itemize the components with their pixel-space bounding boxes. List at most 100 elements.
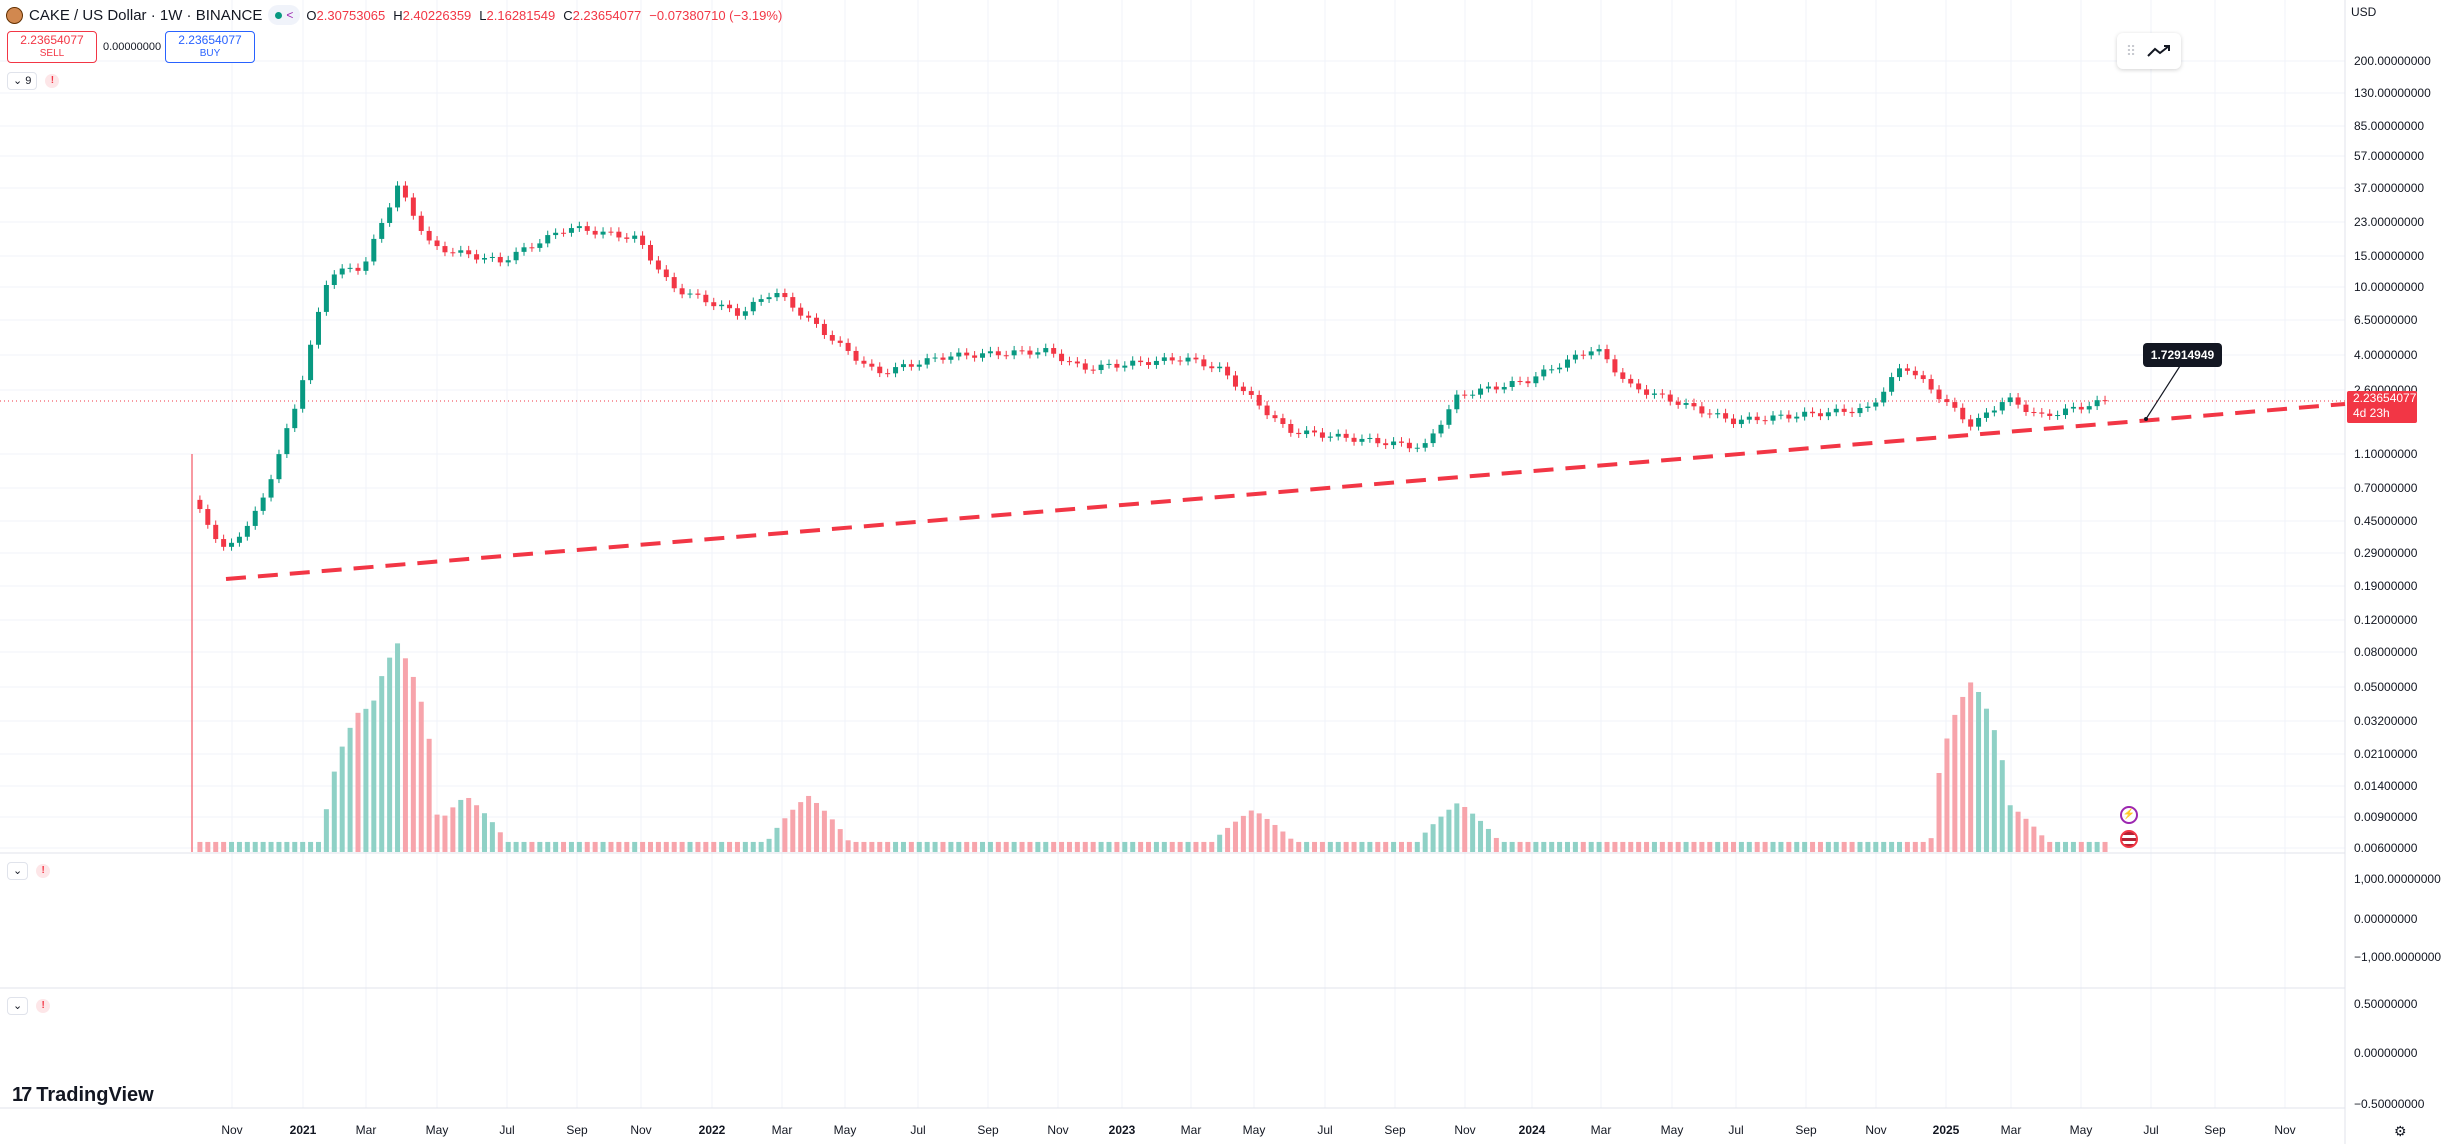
candle-body — [244, 525, 250, 537]
volume-bar — [1999, 760, 2005, 852]
volume-bar — [363, 708, 369, 852]
volume-bar — [260, 841, 266, 852]
candle-body — [1691, 403, 1697, 407]
price-callout[interactable]: 1.72914949 — [2143, 343, 2222, 367]
volume-bar — [568, 841, 574, 852]
warning-icon[interactable]: ! — [45, 74, 60, 88]
candle-body — [900, 364, 906, 368]
volume-bar — [418, 701, 424, 852]
volume-bar — [1256, 813, 1262, 852]
candle-body — [2063, 408, 2069, 416]
candle-body — [1754, 416, 1760, 421]
indicators-collapse-button[interactable]: ⌄ 9 — [7, 72, 38, 90]
drag-handle-icon[interactable]: ⠿ — [2125, 42, 2137, 59]
volume-bar — [1738, 841, 1744, 852]
candle-body — [1217, 366, 1223, 369]
volume-bar — [1406, 841, 1412, 852]
tradingview-logo[interactable]: 17 TradingView — [12, 1084, 154, 1107]
settings-icon[interactable]: ⚙ — [2394, 1123, 2407, 1139]
candle-body — [545, 235, 551, 244]
market-open-dot-icon — [275, 11, 283, 19]
volume-bar — [2086, 841, 2092, 852]
volume-bar — [1375, 841, 1381, 852]
volume-bar — [1889, 841, 1895, 852]
candle-body — [395, 185, 401, 208]
candle-body — [561, 232, 567, 234]
candle-body — [1343, 433, 1349, 438]
price-axis-label: 0.08000000 — [2354, 645, 2418, 659]
candle-body — [2015, 397, 2021, 405]
buy-button[interactable]: 2.23654077 BUY — [165, 31, 255, 63]
warning-icon[interactable]: ! — [36, 864, 51, 878]
us-flag-event-icon[interactable] — [2120, 830, 2138, 848]
chevron-down-icon[interactable]: ⌄ — [7, 997, 29, 1015]
volume-bar — [616, 841, 622, 852]
volume-bar — [1264, 818, 1270, 852]
volume-bar — [1335, 841, 1341, 852]
price-axis-label: 37.00000000 — [2354, 181, 2425, 195]
time-axis-label: May — [833, 1123, 857, 1137]
pane2-axis-label: 1,000.00000000 — [2354, 872, 2441, 886]
volume-bar — [1651, 841, 1657, 852]
candle-body — [537, 243, 543, 248]
volume-bar — [806, 795, 812, 852]
share-icon[interactable]: < — [286, 8, 294, 22]
price-axis-label: 6.50000000 — [2354, 313, 2418, 327]
volume-bar — [924, 841, 930, 852]
time-axis-label: 2025 — [1932, 1123, 1960, 1137]
warning-icon[interactable]: ! — [36, 999, 51, 1013]
volume-bar — [1201, 841, 1207, 852]
volume-bar — [545, 841, 551, 852]
volume-bar — [466, 797, 472, 852]
time-axis-label: Mar — [2000, 1123, 2022, 1137]
volume-bar — [1873, 841, 1879, 852]
volume-bar — [1501, 841, 1507, 852]
sell-button[interactable]: 2.23654077 SELL — [7, 31, 97, 63]
candle-body — [734, 308, 740, 316]
buy-price: 2.23654077 — [178, 33, 242, 47]
candle-body — [1232, 375, 1238, 387]
trend-tool-icon[interactable] — [2146, 43, 2172, 59]
candle-body — [1564, 359, 1570, 368]
candle-body — [1438, 424, 1444, 434]
candle-body — [719, 304, 725, 307]
volume-bar — [663, 841, 669, 852]
candle-body — [1383, 443, 1389, 446]
flash-event-icon[interactable]: ⚡ — [2120, 806, 2138, 824]
volume-bar — [434, 814, 440, 852]
trendline[interactable] — [225, 402, 2346, 581]
candle-body — [1580, 354, 1586, 356]
candle-body — [521, 247, 527, 252]
volume-bar — [395, 643, 401, 852]
volume-bar — [331, 771, 337, 852]
candle-body — [1897, 368, 1903, 378]
symbol-title[interactable]: CAKE / US Dollar · 1W · BINANCE — [29, 6, 263, 24]
volume-bar — [1446, 809, 1452, 852]
candle-body — [1557, 367, 1563, 370]
pane3-axis-label: −0.50000000 — [2354, 1097, 2425, 1111]
candle-body — [1011, 350, 1017, 356]
candle-body — [1043, 348, 1049, 353]
volume-bar — [814, 802, 820, 852]
candle-body — [268, 479, 274, 498]
candle-body — [402, 185, 408, 198]
volume-bar — [553, 841, 559, 852]
candle-body — [1319, 432, 1325, 438]
candle-body — [1881, 391, 1887, 403]
candle-body — [323, 285, 329, 312]
cake-coin-icon — [6, 6, 23, 24]
volume-bar — [1754, 841, 1760, 852]
candle-body — [584, 226, 590, 231]
volume-bar — [1659, 841, 1665, 852]
candle-body — [877, 366, 883, 374]
volume-bar — [964, 841, 970, 852]
currency-label[interactable]: USD — [2351, 5, 2377, 19]
market-status[interactable]: < — [268, 5, 301, 25]
volume-bar — [1715, 841, 1721, 852]
chevron-down-icon[interactable]: ⌄ — [7, 862, 29, 880]
volume-bar — [861, 841, 867, 852]
candle-body — [1778, 414, 1784, 416]
volume-bar — [252, 841, 258, 852]
candle-body — [1604, 349, 1610, 360]
